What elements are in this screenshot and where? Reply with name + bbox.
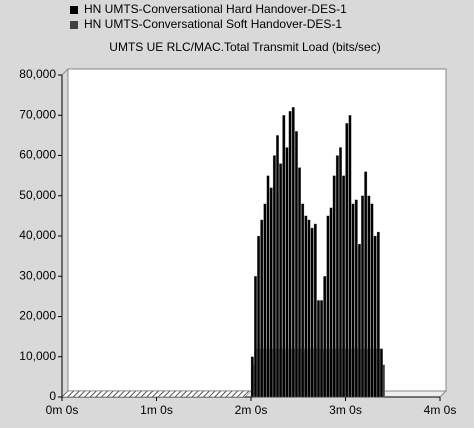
bar — [367, 195, 371, 398]
legend-swatch — [70, 21, 78, 29]
y-tick-label: 50,000 — [19, 188, 56, 202]
y-tick-label: 80,000 — [19, 67, 56, 81]
bar — [351, 203, 355, 398]
x-tick-label: 0m 0s — [46, 403, 79, 417]
bar — [279, 163, 283, 398]
bar — [269, 187, 273, 398]
legend-label: HN UMTS-Conversational Hard Handover-DES… — [84, 2, 347, 16]
bar — [332, 175, 336, 398]
bar — [364, 171, 368, 398]
bar — [272, 155, 276, 398]
y-tick-label: 60,000 — [19, 148, 56, 162]
y-tick-label: 20,000 — [19, 309, 56, 323]
y-tick-label: 70,000 — [19, 107, 56, 121]
bar — [285, 147, 289, 398]
bar — [342, 175, 346, 398]
bar — [357, 243, 361, 398]
bar — [304, 215, 308, 398]
x-tick-label: 1m 0s — [140, 403, 173, 417]
y-tick-label: 10,000 — [19, 349, 56, 363]
bar — [345, 123, 349, 398]
bar — [370, 203, 374, 398]
bar — [250, 356, 254, 398]
y-tick-label: 30,000 — [19, 268, 56, 282]
y-tick-label: 0 — [49, 389, 56, 403]
bar — [323, 276, 327, 398]
bar — [266, 175, 270, 398]
bar — [348, 115, 352, 398]
legend-swatch — [70, 6, 78, 14]
wall-edge — [61, 68, 69, 76]
y-tick-label: 40,000 — [19, 228, 56, 242]
bar — [326, 215, 330, 398]
x-tick-label: 2m 0s — [235, 403, 268, 417]
plot-wall — [67, 68, 447, 392]
bar — [354, 199, 358, 398]
zero-floor — [61, 390, 252, 398]
bar — [335, 155, 339, 398]
bar — [253, 276, 257, 398]
bar — [291, 107, 295, 398]
chart-title: UMTS UE RLC/MAC.Total Transmit Load (bit… — [109, 40, 380, 54]
bar — [313, 223, 317, 398]
bar — [298, 167, 301, 398]
legend-label: HN UMTS-Conversational Soft Handover-DES… — [84, 17, 342, 31]
bar — [361, 195, 364, 398]
bar — [276, 135, 279, 398]
bar — [288, 111, 292, 398]
bar — [301, 203, 305, 398]
bar — [294, 131, 298, 398]
bar — [282, 115, 286, 398]
bar — [376, 231, 380, 398]
x-tick-label: 3m 0s — [329, 403, 362, 417]
bar — [310, 227, 314, 398]
x-tick-label: 4m 0s — [424, 403, 457, 417]
bar — [373, 235, 377, 398]
bar — [379, 348, 383, 398]
bar — [329, 207, 333, 398]
bar — [263, 203, 267, 398]
bar — [316, 300, 320, 398]
bar — [260, 219, 264, 398]
bar — [257, 235, 261, 398]
bar — [307, 219, 311, 398]
bar — [320, 300, 324, 398]
bar — [339, 147, 342, 398]
